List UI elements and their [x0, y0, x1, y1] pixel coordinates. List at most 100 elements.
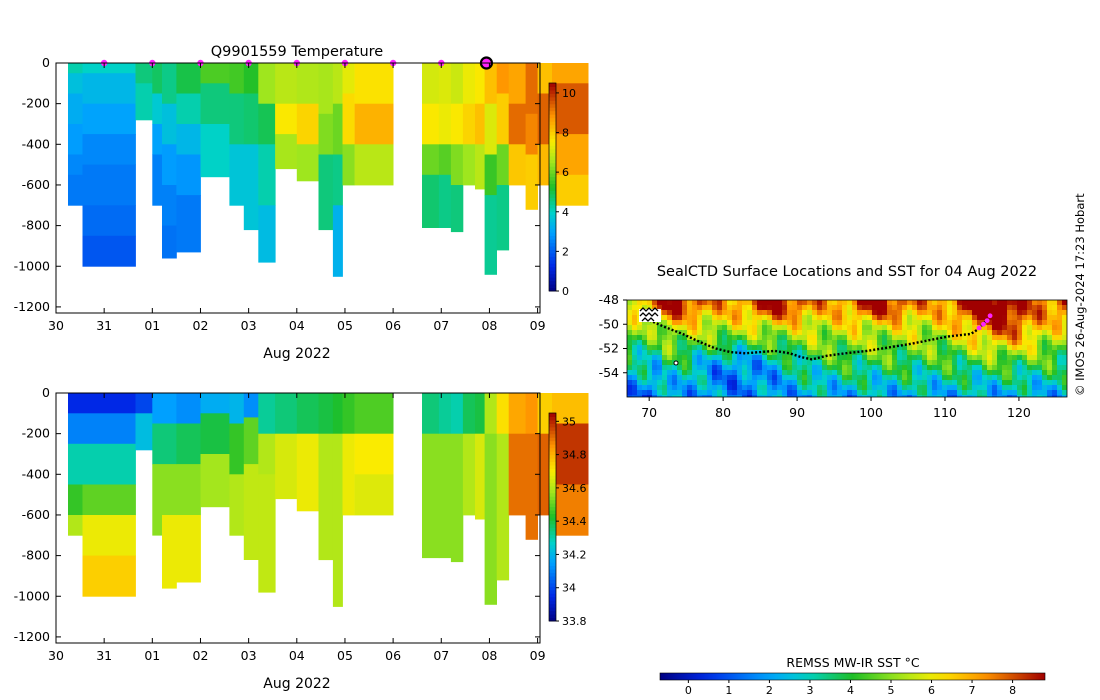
sst-pixel [1047, 300, 1053, 306]
sst-pixel [742, 335, 748, 341]
sst-pixel [747, 350, 753, 356]
sst-pixel [687, 300, 693, 306]
sst-pixel [942, 320, 948, 326]
sst-pixel [637, 360, 643, 366]
sst-pixel [827, 340, 833, 346]
sst-pixel [957, 315, 963, 321]
sst-pixel [962, 360, 968, 366]
sst-pixel [1052, 340, 1058, 346]
profile-cell [354, 103, 394, 145]
sst-pixel [962, 380, 968, 386]
sst-pixel [1032, 300, 1038, 306]
sst-pixel [822, 345, 828, 351]
sst-pixel [772, 370, 778, 376]
sst-pixel [647, 390, 653, 396]
sst-pixel [902, 350, 908, 356]
sst-pixel [832, 320, 838, 326]
profile-cell [162, 515, 177, 589]
sst-pixel [932, 335, 938, 341]
sst-pixel [997, 370, 1003, 376]
sst-pixel [702, 315, 708, 321]
sst-pixel [987, 345, 993, 351]
sst-pixel [897, 315, 903, 321]
sst-pixel [627, 320, 633, 326]
colorbar-segment [549, 586, 556, 591]
sst-pixel [877, 310, 883, 316]
sst-pixel [1037, 365, 1043, 371]
isolated-marker [673, 360, 679, 366]
sst-pixel [987, 340, 993, 346]
sst-pixel [882, 340, 888, 346]
sst-pixel [732, 370, 738, 376]
sst-pixel [667, 300, 673, 306]
sst-pixel [802, 380, 808, 386]
sst-pixel [1002, 315, 1008, 321]
sst-pixel [957, 350, 963, 356]
sst-pixel [777, 365, 783, 371]
sst-pixel [642, 330, 648, 336]
sst-pixel [737, 390, 743, 396]
sst-pixel [687, 340, 693, 346]
colorbar-segment [549, 489, 556, 494]
sst-pixel [1057, 320, 1063, 326]
sst-pixel [777, 395, 783, 397]
x-tick-label: 04 [289, 318, 305, 333]
sst-pixel [652, 370, 658, 376]
sst-pixel [702, 355, 708, 361]
sst-pixel [752, 310, 758, 316]
sst-pixel [967, 310, 973, 316]
sst-pixel [762, 310, 768, 316]
sst-pixel [992, 320, 998, 326]
sst-pixel [892, 305, 898, 311]
sst-pixel [852, 305, 858, 311]
sst-colorbar-bar [659, 672, 1046, 681]
sst-pixel [862, 335, 868, 341]
sst-pixel [942, 360, 948, 366]
x-tick-label: 08 [481, 648, 497, 663]
sst-pixel [1012, 335, 1018, 341]
sst-pixel [947, 350, 953, 356]
sst-pixel [997, 355, 1003, 361]
sst-pixel [1052, 355, 1058, 361]
sst-pixel [937, 335, 943, 341]
sst-pixel [727, 360, 733, 366]
sst-pixel [1022, 335, 1028, 341]
profile-cell [82, 103, 136, 135]
sst-pixel [697, 380, 703, 386]
sst-pixel [907, 330, 913, 336]
sst-pixel [832, 380, 838, 386]
sst-pixel [1052, 305, 1058, 311]
sst-pixel [822, 315, 828, 321]
sst-pixel [972, 395, 978, 397]
sst-pixel [822, 350, 828, 356]
sst-pixel [1047, 380, 1053, 386]
profile-cell [438, 433, 452, 559]
sst-pixel [942, 395, 948, 397]
profile-cell [496, 185, 510, 251]
sst-pixel [1012, 380, 1018, 386]
y-tick-label: 0 [42, 385, 50, 400]
profile-column [296, 393, 319, 512]
profile-cell [450, 185, 464, 233]
profile-column [450, 393, 464, 563]
sst-pixel [652, 335, 658, 341]
colorbar-segment [549, 197, 556, 202]
sst-pixel [797, 300, 803, 306]
sst-pixel [812, 390, 818, 396]
sst-pixel [702, 330, 708, 336]
sst-pixel [762, 385, 768, 391]
sst-pixel [832, 390, 838, 396]
colorbar-tick-label: 6 [562, 166, 569, 179]
sst-pixel [732, 330, 738, 336]
sst-pixel [972, 365, 978, 371]
sst-pixel [997, 390, 1003, 396]
sst-pixel [827, 395, 833, 397]
profile-column [275, 63, 298, 170]
sst-pixel [987, 320, 993, 326]
sst-pixel [912, 345, 918, 351]
sst-pixel [672, 345, 678, 351]
sst-pixel [1002, 320, 1008, 326]
sst-pixel [1032, 360, 1038, 366]
sst-pixel [717, 340, 723, 346]
sst-pixel [1052, 325, 1058, 331]
